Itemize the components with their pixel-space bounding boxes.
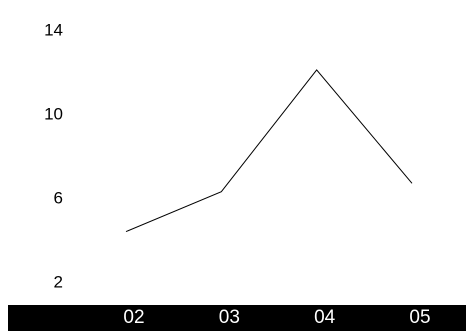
x-axis-tick-labels: 02 03 04 05	[123, 307, 430, 328]
x-tick-label: 05	[409, 307, 430, 328]
x-tick-label: 03	[219, 307, 240, 328]
y-tick-label: 14	[44, 21, 63, 40]
x-tick-label: 04	[314, 307, 336, 328]
series-group	[125, 69, 413, 233]
y-tick-label: 2	[54, 273, 63, 292]
x-axis-band	[8, 305, 466, 331]
y-axis-tick-labels: 2 6 10 14	[44, 21, 63, 292]
x-tick-label: 02	[123, 307, 144, 328]
y-tick-label: 10	[44, 105, 63, 124]
series-line	[125, 69, 413, 233]
y-tick-label: 6	[54, 189, 63, 208]
